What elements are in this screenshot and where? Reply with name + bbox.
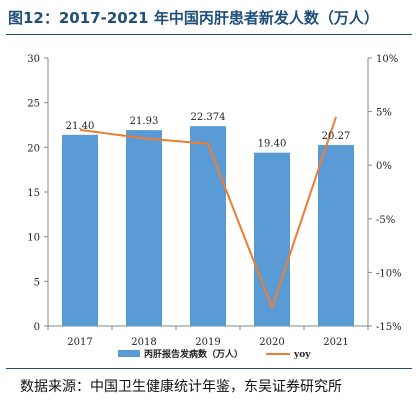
- figure-title: 图12：2017-2021 年中国丙肝患者新发人数（万人）: [8, 9, 379, 27]
- right-tick-label: -15%: [376, 322, 402, 333]
- right-tick-label: 5%: [376, 108, 392, 119]
- x-tick-label: 2018: [131, 337, 156, 348]
- left-tick-label: 30: [27, 54, 40, 65]
- left-tick-label: 0: [34, 322, 40, 333]
- x-tick-label: 2021: [323, 337, 348, 348]
- plot-area: 0 5 10 15 20 25 30 -15% -10% -5% 0% 5% 10% 2017 2018 20…: [27, 54, 401, 348]
- bar-2018: [126, 130, 162, 326]
- legend-bar-label: 丙肝报告发病数（万人）: [144, 348, 243, 360]
- source-rule: [6, 368, 412, 369]
- bar-2021: [318, 144, 354, 326]
- combo-chart: 0 5 10 15 20 25 30 -15% -10% -5% 0% 5% 10% 2017 2018 20…: [27, 54, 401, 360]
- x-tick-label: 2020: [259, 337, 284, 348]
- left-tick-label: 15: [27, 188, 40, 199]
- bar-2019: [190, 126, 226, 326]
- x-tick-label: 2017: [67, 337, 92, 348]
- bar-2017: [62, 134, 98, 326]
- bar-data-label: 21.93: [130, 116, 159, 127]
- bar-data-label: 19.40: [258, 139, 287, 150]
- legend-line-label: yoy: [293, 350, 311, 360]
- right-tick-label: 10%: [376, 54, 398, 65]
- bar-data-label: 20.27: [322, 131, 351, 142]
- bar-data-label: 21.40: [66, 121, 95, 132]
- bar-2020: [254, 152, 290, 326]
- right-tick-label: 0%: [376, 161, 392, 172]
- left-tick-label: 25: [27, 99, 40, 110]
- left-tick-label: 20: [27, 143, 40, 154]
- right-tick-label: -10%: [376, 268, 402, 279]
- legend-bar-swatch: [118, 350, 140, 357]
- title-rule: [6, 34, 412, 35]
- left-tick-label: 10: [27, 233, 40, 244]
- left-tick-label: 5: [34, 277, 40, 288]
- data-source: 数据来源：中国卫生健康统计年鉴，东吴证券研究所: [20, 379, 342, 395]
- x-tick-label: 2019: [195, 337, 220, 348]
- right-tick-label: -5%: [376, 215, 395, 226]
- bar-data-label: 22.374: [191, 112, 226, 123]
- chart-legend: 丙肝报告发病数（万人） yoy: [118, 348, 311, 360]
